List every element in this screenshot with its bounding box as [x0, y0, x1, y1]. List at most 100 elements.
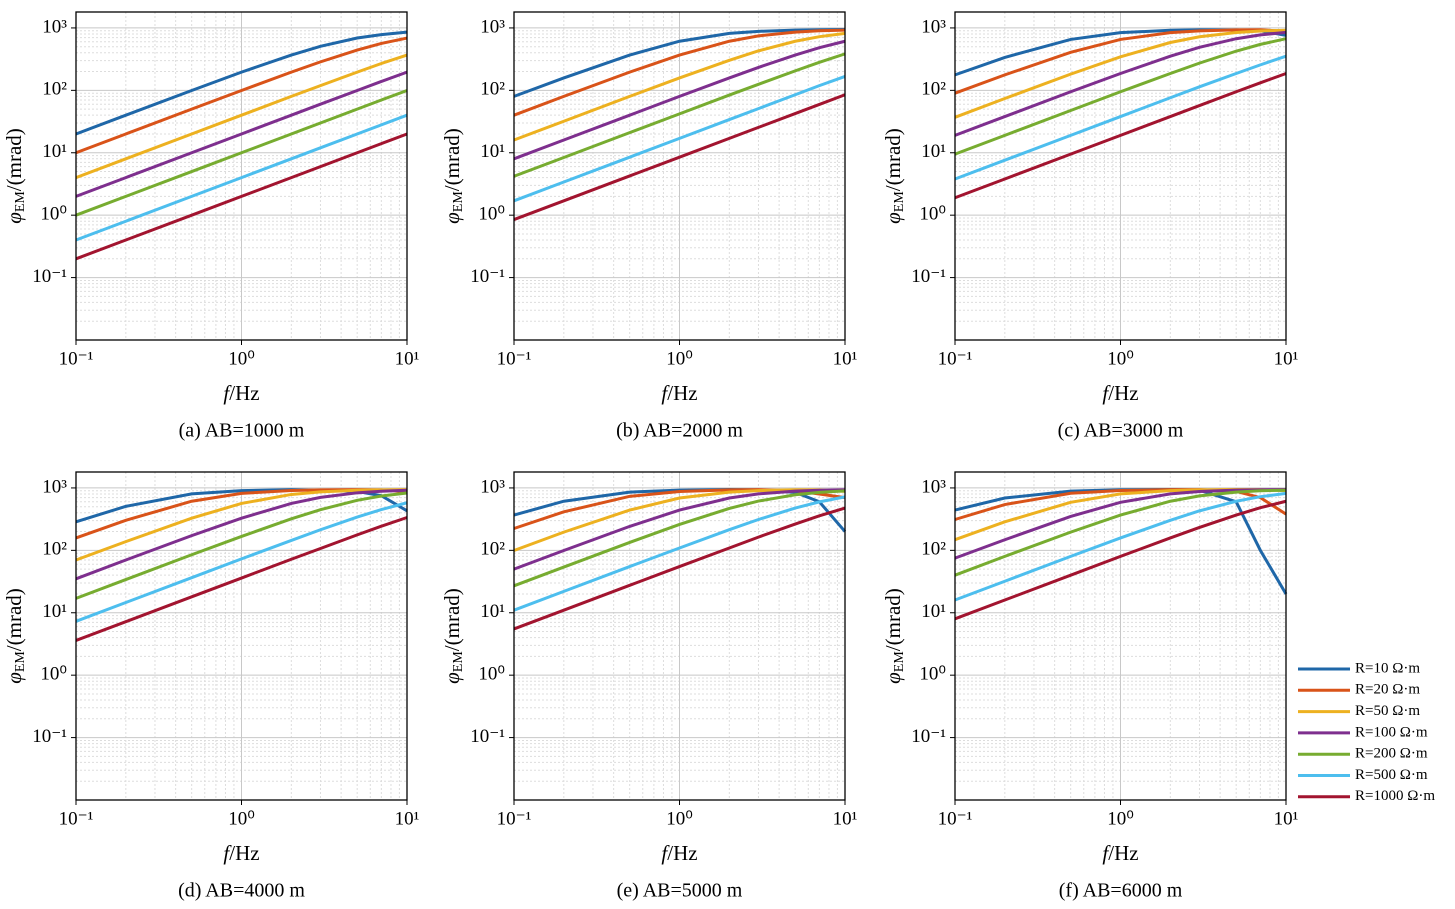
legend-label: R=200 Ω·m: [1355, 746, 1428, 762]
series-line: [75, 89, 408, 217]
x-tick-label: 10⁻¹: [497, 808, 532, 829]
plot-frame: [75, 471, 408, 801]
legend-label: R=20 Ω·m: [1355, 682, 1420, 698]
series-line: [75, 488, 408, 581]
y-tick-label: 10⁻¹: [470, 266, 505, 287]
x-label-unit: /Hz: [1108, 841, 1138, 865]
series-line: [75, 132, 408, 261]
y-tick-label: 10¹: [42, 601, 67, 622]
x-axis-label: f/Hz: [661, 841, 697, 865]
series-line: [954, 30, 1287, 137]
x-label-unit: /Hz: [229, 381, 259, 405]
y-tick-label: 10³: [921, 16, 946, 37]
y-axis-label: φEM/(mrad): [881, 128, 907, 224]
series-line: [513, 39, 846, 161]
x-tick-label: 10¹: [833, 808, 858, 829]
y-tick-label: 10⁰: [919, 204, 946, 225]
y-tick-label: 10³: [921, 476, 946, 497]
x-tick-label: 10⁰: [1107, 808, 1134, 829]
x-tick-label: 10⁻¹: [59, 348, 94, 369]
y-label-unit: /(mrad): [881, 128, 905, 191]
series-line: [75, 70, 408, 198]
x-label-symbol: f: [223, 841, 232, 865]
x-tick-label: 10⁻¹: [497, 348, 532, 369]
caption: (b) AB=2000 m: [616, 420, 743, 442]
caption: (e) AB=5000 m: [617, 880, 743, 902]
series-line: [954, 54, 1287, 181]
y-tick-label: 10²: [480, 79, 505, 100]
x-tick-label: 10⁻¹: [59, 808, 94, 829]
y-tick-label: 10³: [42, 476, 67, 497]
y-tick-label: 10⁻¹: [911, 266, 946, 287]
series-line: [954, 499, 1287, 621]
legend-label: R=100 Ω·m: [1355, 724, 1428, 740]
y-tick-label: 10²: [42, 79, 67, 100]
x-tick-label: 10¹: [1274, 808, 1299, 829]
y-tick-label: 10¹: [480, 601, 505, 622]
series-line: [513, 28, 846, 117]
y-label-unit: /(mrad): [2, 128, 26, 191]
legend-label: R=10 Ω·m: [1355, 660, 1420, 676]
x-label-symbol: f: [661, 841, 670, 865]
legend-label: R=1000 Ω·m: [1355, 788, 1435, 804]
series-line: [513, 75, 846, 203]
y-label-symbol: φ: [440, 212, 464, 224]
series-line: [513, 488, 846, 571]
y-axis-label: φEM/(mrad): [2, 128, 28, 224]
y-label-symbol: φ: [2, 212, 26, 224]
y-tick-label: 10⁰: [40, 664, 67, 685]
x-tick-label: 10⁰: [666, 808, 693, 829]
plot-frame: [954, 11, 1287, 341]
caption: (c) AB=3000 m: [1058, 420, 1184, 442]
x-tick-label: 10⁻¹: [938, 808, 973, 829]
y-tick-label: 10¹: [480, 141, 505, 162]
y-tick-label: 10³: [480, 476, 505, 497]
x-tick-label: 10⁰: [228, 808, 255, 829]
x-tick-label: 10⁻¹: [938, 348, 973, 369]
series-line: [954, 28, 1287, 95]
series-line: [513, 495, 846, 612]
x-tick-label: 10⁰: [1107, 348, 1134, 369]
series-line: [954, 72, 1287, 200]
y-tick-label: 10⁻¹: [32, 726, 67, 747]
y-label-unit: /(mrad): [881, 588, 905, 651]
y-axis-label: φEM/(mrad): [440, 588, 466, 684]
y-label-unit: /(mrad): [440, 588, 464, 651]
x-label-unit: /Hz: [229, 841, 259, 865]
caption: (f) AB=6000 m: [1059, 880, 1183, 902]
series-line: [954, 28, 1287, 119]
plot-frame: [954, 471, 1287, 801]
y-tick-label: 10¹: [921, 601, 946, 622]
x-label-unit: /Hz: [1108, 381, 1138, 405]
x-label-symbol: f: [661, 381, 670, 405]
y-tick-label: 10²: [921, 79, 946, 100]
x-label-unit: /Hz: [667, 381, 697, 405]
x-axis-label: f/Hz: [1102, 381, 1138, 405]
x-axis-label: f/Hz: [223, 841, 259, 865]
y-tick-label: 10¹: [42, 141, 67, 162]
caption: (d) AB=4000 m: [178, 880, 305, 902]
plot-frame: [513, 471, 846, 801]
y-tick-label: 10³: [480, 16, 505, 37]
x-axis-label: f/Hz: [661, 381, 697, 405]
series-line: [513, 52, 846, 178]
series-line: [75, 30, 408, 136]
series-line: [513, 506, 846, 631]
y-axis-label: φEM/(mrad): [881, 588, 907, 684]
y-label-subscript: EM: [451, 651, 466, 673]
series-line: [75, 488, 408, 562]
y-label-symbol: φ: [881, 212, 905, 224]
y-label-subscript: EM: [13, 651, 28, 673]
y-tick-label: 10⁻¹: [911, 726, 946, 747]
y-tick-label: 10⁻¹: [470, 726, 505, 747]
y-tick-label: 10⁰: [478, 204, 505, 225]
y-label-symbol: φ: [2, 672, 26, 684]
y-label-subscript: EM: [451, 191, 466, 213]
y-label-subscript: EM: [892, 651, 907, 673]
y-label-symbol: φ: [440, 672, 464, 684]
x-tick-label: 10¹: [395, 348, 420, 369]
x-tick-label: 10¹: [1274, 348, 1299, 369]
x-label-symbol: f: [1102, 841, 1111, 865]
x-tick-label: 10¹: [833, 348, 858, 369]
